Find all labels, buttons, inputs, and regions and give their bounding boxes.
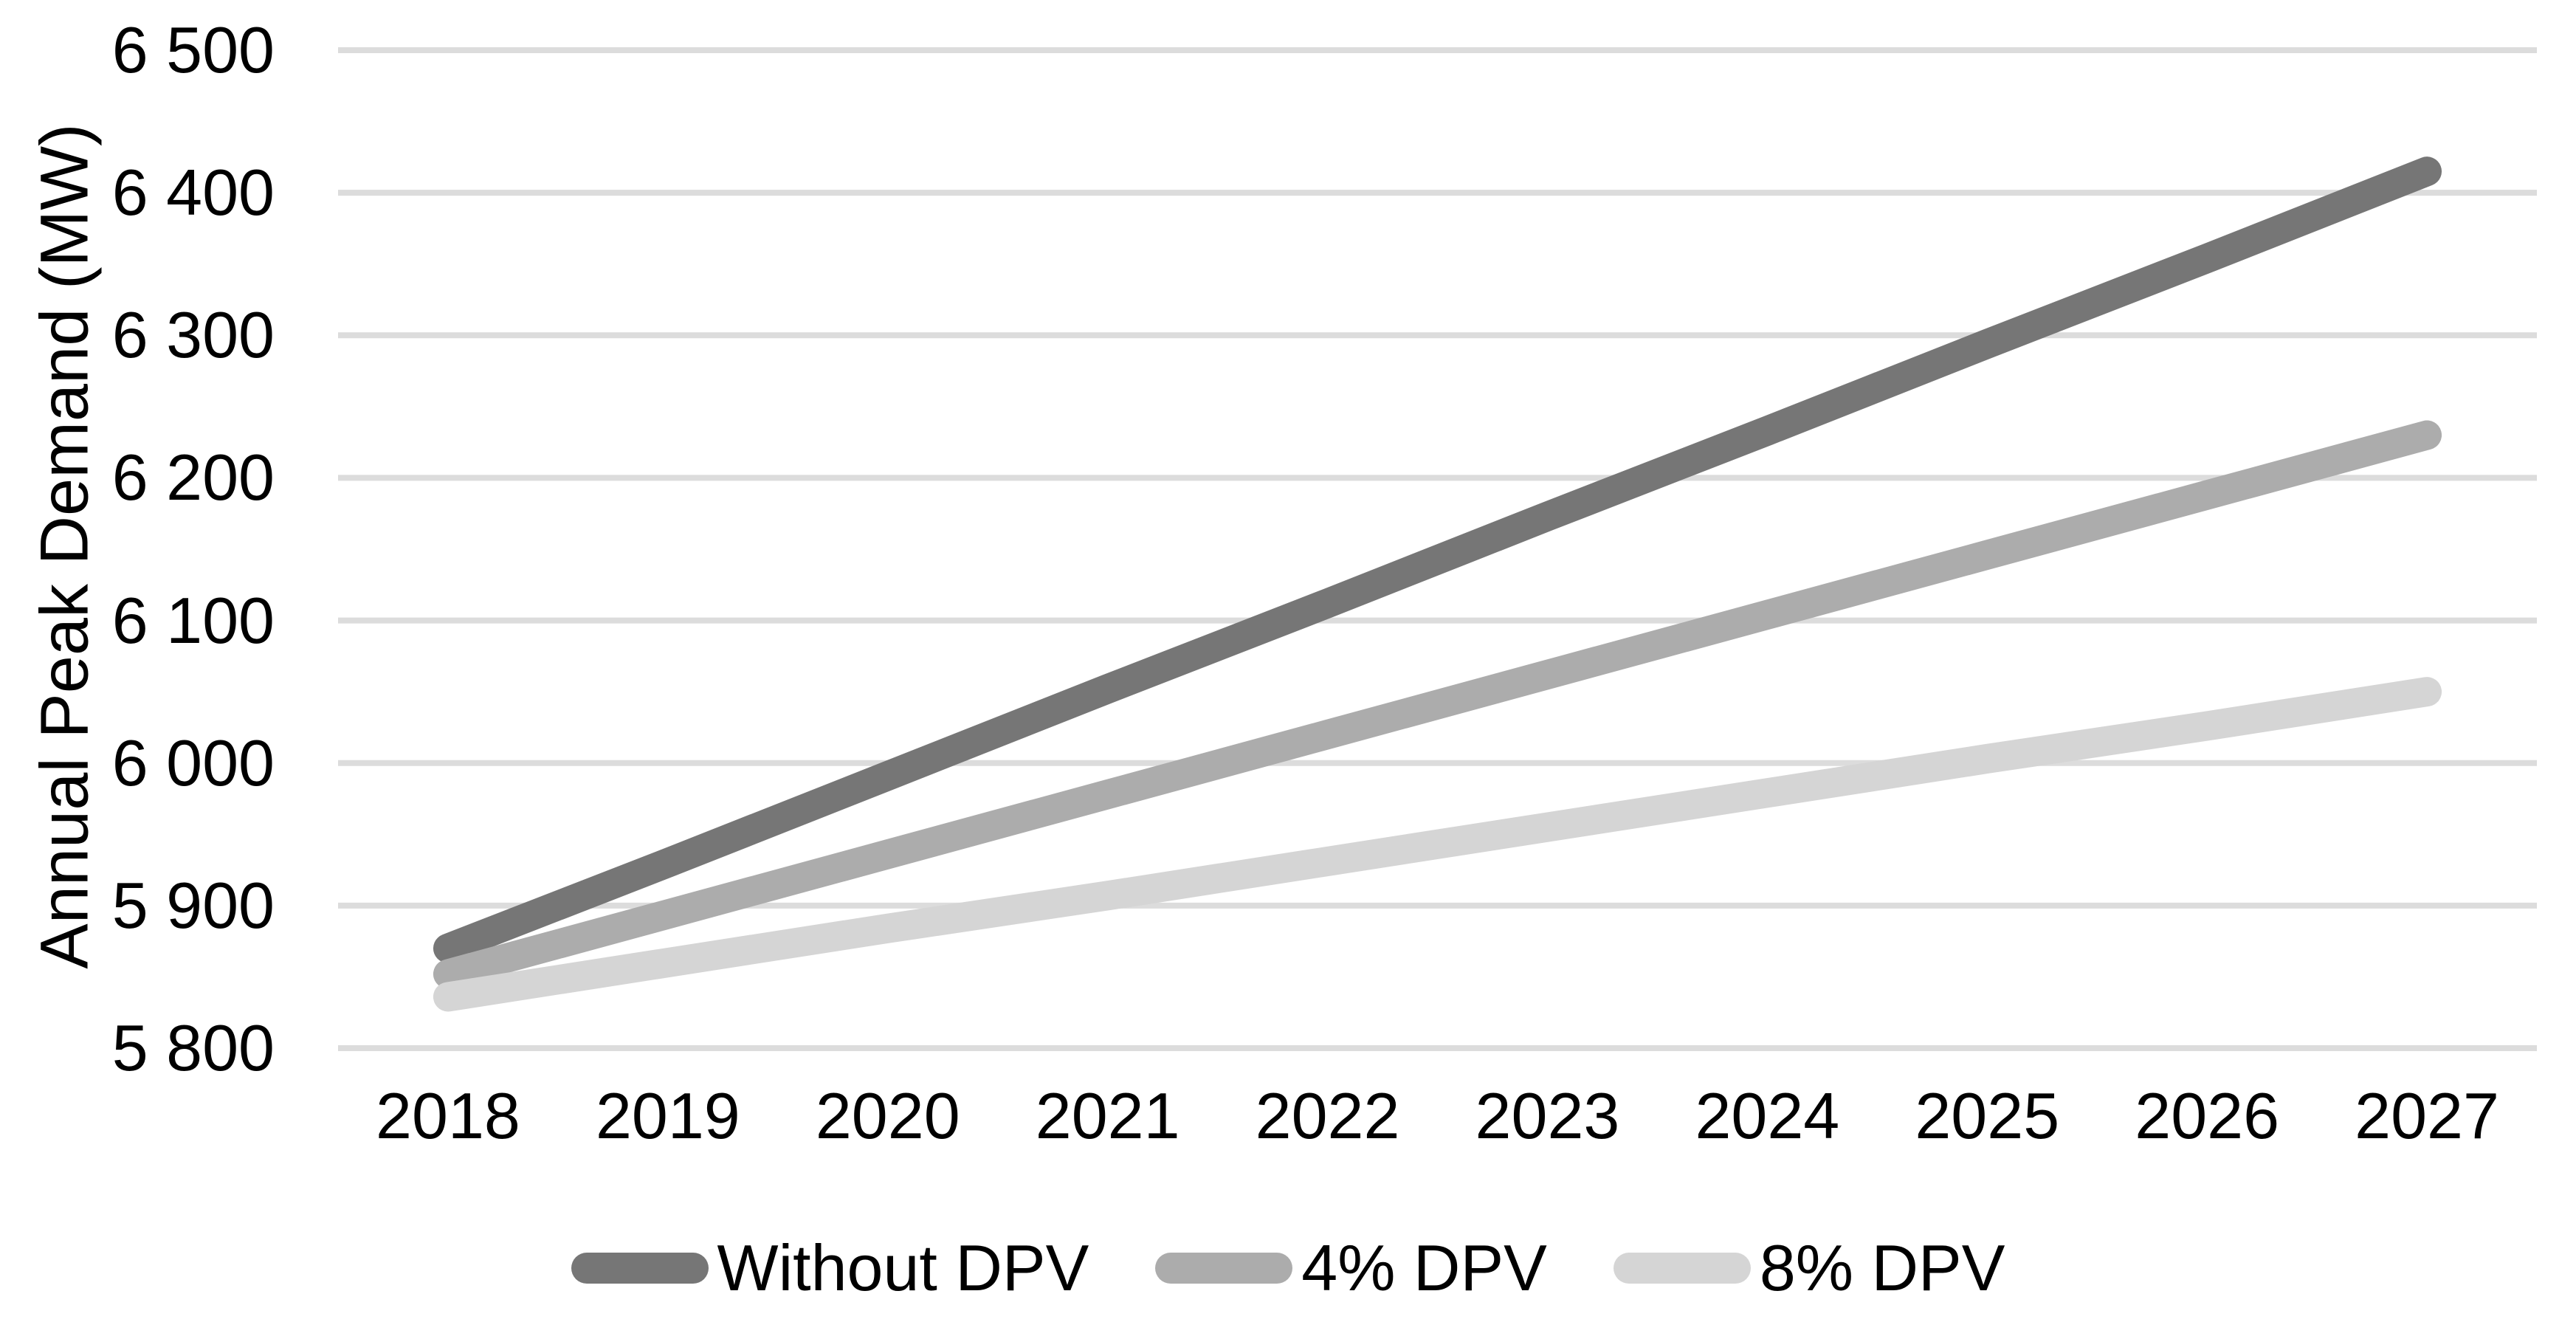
y-tick-label: 6 200 [111, 441, 275, 514]
x-tick-label: 2021 [1035, 1079, 1180, 1152]
legend-label: Without DPV [717, 1231, 1089, 1304]
legend-item-4-dpv: 4% DPV [1155, 1230, 1547, 1306]
y-tick-label: 6 000 [111, 726, 275, 799]
y-tick-label: 6 400 [111, 156, 275, 230]
x-tick-label: 2022 [1255, 1079, 1400, 1152]
series-line-8-dpv [433, 677, 2442, 1012]
legend-swatch [1613, 1253, 1751, 1284]
x-tick-label: 2025 [1915, 1079, 2060, 1152]
legend-swatch [571, 1253, 709, 1284]
x-tick-label: 2019 [595, 1079, 740, 1152]
x-tick-label: 2018 [376, 1079, 520, 1152]
y-tick-label: 5 900 [111, 868, 275, 942]
x-tick-label: 2023 [1475, 1079, 1620, 1152]
series-line-4-dpv [433, 420, 2442, 989]
legend-item-without-dpv: Without DPV [571, 1230, 1089, 1306]
legend-label: 8% DPV [1759, 1231, 2005, 1304]
y-tick-label: 5 800 [111, 1011, 275, 1084]
x-tick-label: 2027 [2355, 1079, 2499, 1152]
legend-label: 4% DPV [1301, 1231, 1547, 1304]
y-tick-label: 6 100 [111, 583, 275, 657]
x-tick-label: 2024 [1695, 1079, 1840, 1152]
legend-item-8-dpv: 8% DPV [1613, 1230, 2005, 1306]
legend: Without DPV 4% DPV 8% DPV [0, 1224, 2576, 1312]
x-tick-label: 2026 [2135, 1079, 2280, 1152]
y-tick-label: 6 300 [111, 298, 275, 372]
legend-swatch [1155, 1253, 1293, 1284]
y-tick-label: 6 500 [111, 13, 275, 86]
x-tick-label: 2020 [815, 1079, 960, 1152]
series-line-without-dpv [433, 156, 2442, 963]
